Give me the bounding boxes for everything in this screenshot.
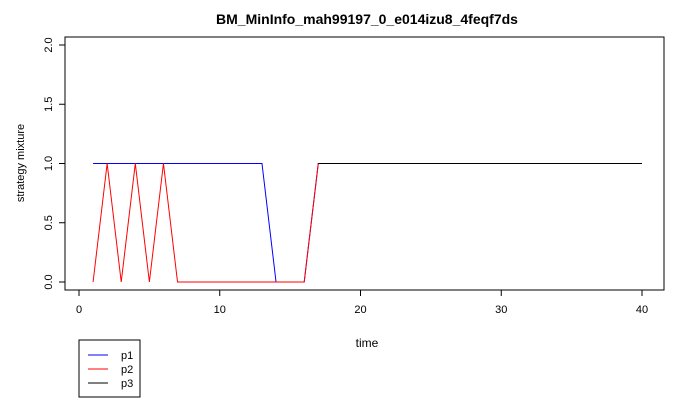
legend-label-p2: p2 [121,364,133,376]
x-tick-label: 20 [354,304,366,316]
legend-label-p3: p3 [121,378,133,390]
series-layer [92,163,642,283]
legend-items: p1 p2 p3 [88,350,133,390]
y-tick-label: 2.0 [43,37,55,52]
x-tick-label: 30 [495,304,507,316]
legend-label-p1: p1 [121,350,133,362]
y-tick-label: 0.0 [43,274,55,289]
x-tick-label: 40 [636,304,648,316]
x-axis: 0 10 20 30 40 [76,289,648,316]
y-axis-label: strategy mixture [15,124,27,202]
y-tick-label: 1.5 [43,97,55,112]
y-tick-label: 1.0 [43,156,55,171]
x-tick-label: 10 [214,304,226,316]
x-axis-label: time [356,336,379,350]
series-p2-line [92,163,642,283]
x-tick-label: 0 [76,304,82,316]
legend: p1 p2 p3 [78,339,141,398]
chart-title: BM_MinInfo_mah99197_0_e014izu8_4feqf7ds [216,11,518,27]
y-tick-label: 0.5 [43,215,55,230]
y-axis: 0.0 0.5 1.0 1.5 2.0 [43,37,66,290]
